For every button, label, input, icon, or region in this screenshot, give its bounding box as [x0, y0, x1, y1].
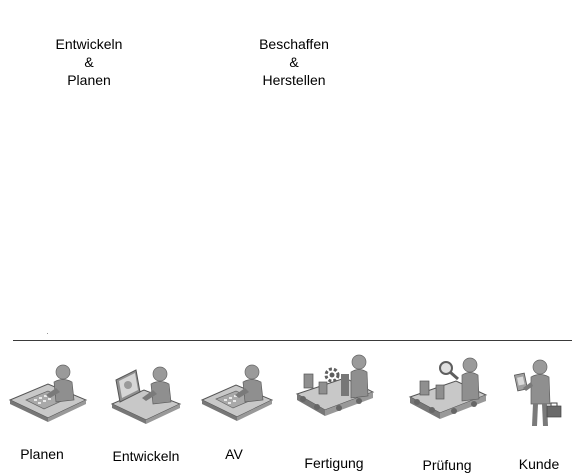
step-label: Entwickeln — [112, 448, 180, 464]
conveyor-worker-icon — [295, 354, 375, 416]
customer-icon — [513, 359, 562, 426]
person-at-desk-icon — [200, 364, 274, 421]
phase-line-2: & — [84, 54, 94, 70]
phase-line-2: & — [289, 54, 299, 70]
phase-line-3: Herstellen — [262, 72, 326, 88]
person-at-desk-icon — [8, 364, 88, 422]
step-av: AV — [200, 362, 274, 462]
step-entwickeln: Entwickeln — [110, 362, 182, 464]
step-label: Fertigung — [304, 455, 364, 471]
step-planen: Planen — [8, 362, 88, 462]
phase-line-1: Entwickeln — [55, 36, 123, 52]
step-pruefung: Prüfung — [408, 355, 488, 473]
person-at-computer-icon — [110, 366, 182, 424]
conveyor-inspector-icon — [408, 357, 488, 419]
phase-header-procure-produce: Beschaffen & Herstellen — [245, 35, 343, 89]
stray-dot — [47, 333, 48, 334]
step-label: Planen — [20, 446, 64, 462]
step-label: Kunde — [518, 456, 560, 472]
step-label: AV — [225, 446, 243, 462]
divider-line — [13, 340, 572, 341]
phase-header-develop-plan: Entwickeln & Planen — [44, 35, 134, 89]
step-kunde: Kunde — [512, 358, 566, 472]
step-label: Prüfung — [422, 457, 472, 473]
step-fertigung: Fertigung — [295, 352, 375, 471]
phase-line-1: Beschaffen — [259, 36, 329, 52]
phase-line-3: Planen — [67, 72, 111, 88]
